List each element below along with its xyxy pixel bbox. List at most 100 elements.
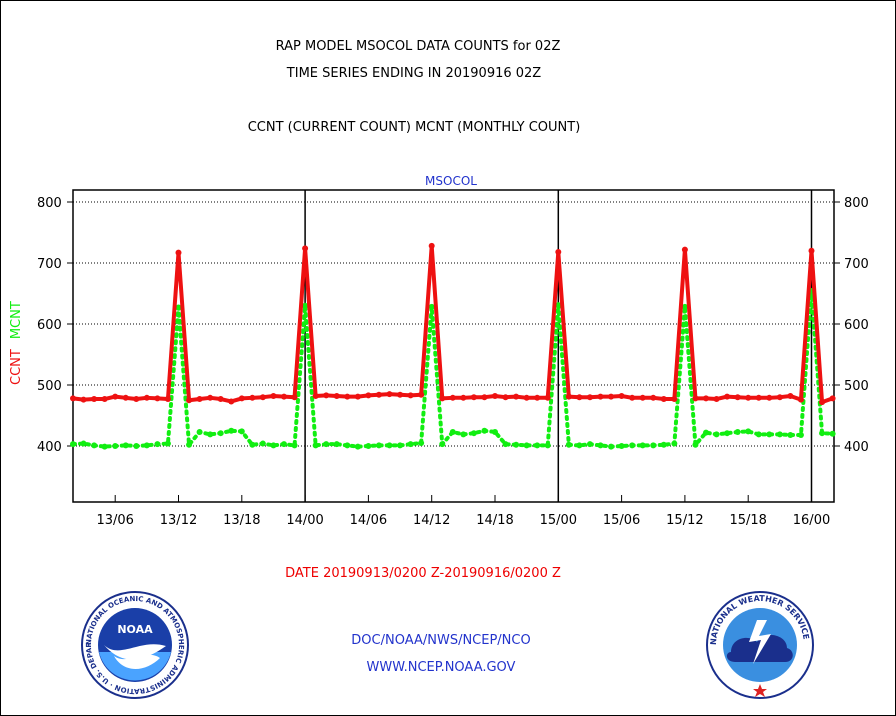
point-ccnt-25 (333, 392, 340, 399)
point-ccnt-71 (819, 399, 826, 406)
point-ccnt-0 (70, 395, 76, 402)
point-ccnt-5 (122, 394, 129, 401)
y-axis-label-ccnt: CCNT (9, 349, 24, 385)
x-tick-label-2: 13/18 (223, 513, 260, 528)
chart-title-line1: RAP MODEL MSOCOL DATA COUNTS for 02Z (275, 39, 561, 54)
point-mcnt-14 (217, 430, 224, 437)
point-mcnt-69 (797, 432, 804, 439)
point-mcnt-36 (449, 428, 456, 435)
point-ccnt-57 (671, 396, 678, 403)
point-ccnt-39 (481, 394, 488, 401)
point-mcnt-5 (122, 442, 129, 449)
y-tick-label-left-600: 600 (37, 318, 62, 333)
y-tick-label-left-800: 800 (37, 196, 62, 211)
point-mcnt-33 (418, 439, 425, 446)
y-tick-label-right-800: 800 (844, 196, 869, 211)
point-mcnt-51 (608, 443, 615, 450)
point-ccnt-38 (470, 394, 477, 401)
point-ccnt-68 (787, 392, 794, 399)
point-ccnt-17 (249, 394, 256, 401)
point-ccnt-4 (112, 393, 119, 400)
point-mcnt-50 (597, 442, 604, 449)
point-ccnt-29 (375, 391, 382, 398)
point-ccnt-59 (692, 395, 699, 402)
point-ccnt-18 (259, 394, 266, 401)
point-ccnt-10 (175, 249, 182, 256)
point-ccnt-66 (766, 394, 773, 401)
x-tick-label-4: 14/06 (350, 513, 387, 528)
point-ccnt-54 (639, 394, 646, 401)
point-mcnt-1 (80, 440, 87, 447)
point-ccnt-30 (386, 391, 393, 398)
point-ccnt-70 (808, 247, 815, 254)
point-ccnt-6 (133, 396, 140, 403)
point-mcnt-52 (618, 443, 625, 449)
point-ccnt-16 (238, 395, 245, 402)
point-mcnt-7 (143, 442, 150, 449)
point-mcnt-16 (238, 428, 245, 435)
point-mcnt-61 (713, 431, 720, 438)
point-mcnt-62 (724, 430, 731, 437)
point-ccnt-61 (713, 396, 720, 403)
point-ccnt-40 (492, 392, 498, 399)
point-ccnt-69 (797, 396, 804, 403)
point-mcnt-25 (333, 441, 340, 448)
x-tick-label-1: 13/12 (160, 513, 197, 528)
point-ccnt-20 (281, 393, 287, 400)
point-mcnt-53 (629, 442, 636, 449)
point-ccnt-15 (228, 398, 235, 405)
point-ccnt-42 (513, 393, 520, 400)
point-mcnt-19 (270, 442, 277, 449)
point-mcnt-72 (829, 430, 836, 437)
point-mcnt-8 (154, 441, 161, 448)
plot-frame (72, 189, 835, 503)
point-mcnt-12 (196, 428, 203, 435)
point-ccnt-33 (418, 391, 425, 398)
agency-label: DOC/NOAA/NWS/NCEP/NCO (351, 633, 531, 648)
point-ccnt-44 (534, 394, 541, 401)
point-ccnt-43 (523, 394, 530, 401)
point-mcnt-10 (175, 304, 182, 311)
point-mcnt-59 (692, 441, 699, 448)
point-ccnt-60 (703, 395, 709, 402)
x-tick-label-8: 15/06 (603, 513, 640, 528)
point-mcnt-38 (470, 430, 477, 437)
point-mcnt-27 (354, 443, 361, 450)
point-mcnt-30 (386, 442, 393, 449)
point-ccnt-53 (629, 394, 636, 401)
point-ccnt-46 (555, 249, 562, 256)
point-ccnt-27 (354, 393, 361, 400)
x-tick-label-11: 16/00 (793, 513, 830, 528)
y-tick-label-right-400: 400 (844, 440, 869, 455)
website-label: WWW.NCEP.NOAA.GOV (366, 660, 516, 675)
y-tick-label-left-500: 500 (37, 379, 62, 394)
point-mcnt-15 (228, 427, 235, 434)
point-mcnt-57 (671, 440, 678, 447)
x-tick-label-10: 15/18 (729, 513, 766, 528)
point-ccnt-12 (196, 396, 203, 403)
point-ccnt-56 (660, 396, 667, 403)
point-mcnt-71 (819, 430, 826, 437)
point-mcnt-29 (375, 442, 382, 449)
point-mcnt-63 (734, 428, 741, 435)
point-ccnt-26 (344, 393, 351, 400)
chart-title-line2: TIME SERIES ENDING IN 20190916 02Z (286, 66, 542, 81)
point-ccnt-3 (101, 396, 108, 403)
point-mcnt-23 (312, 442, 319, 449)
plot-label: MSOCOL (425, 174, 477, 188)
point-ccnt-63 (734, 394, 741, 401)
point-mcnt-66 (766, 431, 773, 438)
point-ccnt-72 (829, 395, 836, 402)
point-ccnt-35 (439, 395, 446, 402)
x-tick-label-5: 14/12 (413, 513, 450, 528)
point-mcnt-67 (776, 431, 783, 438)
point-mcnt-48 (576, 442, 583, 449)
point-mcnt-46 (555, 302, 562, 309)
point-mcnt-26 (344, 442, 351, 449)
point-mcnt-54 (639, 442, 646, 449)
point-mcnt-13 (207, 431, 214, 438)
point-mcnt-17 (249, 441, 256, 448)
point-mcnt-44 (534, 442, 541, 449)
point-ccnt-22 (302, 245, 309, 252)
date-range-label: DATE 20190913/0200 Z-20190916/0200 Z (285, 566, 561, 581)
